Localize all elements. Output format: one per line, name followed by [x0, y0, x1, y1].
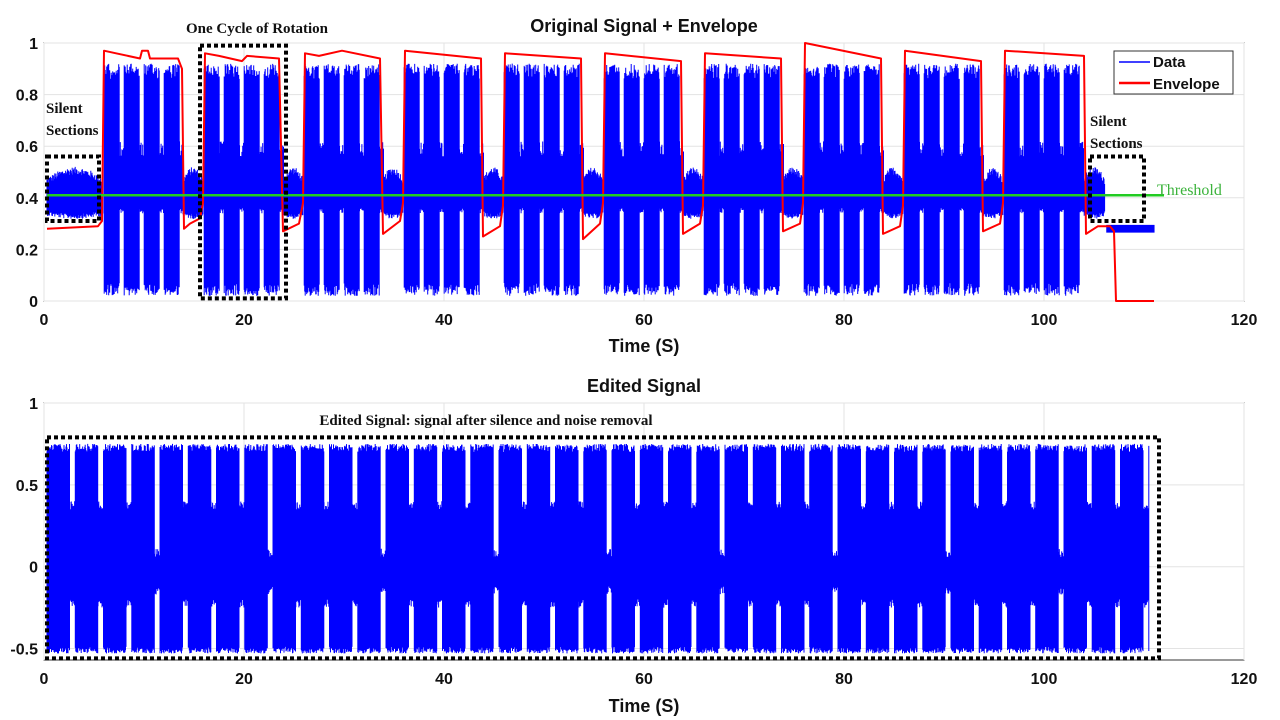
silent-sections-right-label-2: Sections	[1090, 136, 1143, 152]
edited-signal-cycle	[385, 444, 499, 654]
top-ticks: 0 20 40 60 80 100 120 0 0.2 0.4 0.6 0.8 1	[16, 36, 1258, 329]
edited-signal-cycle	[498, 444, 612, 654]
data-burst	[503, 63, 584, 296]
bottom-data-series	[46, 443, 1150, 654]
silent-sections-box	[1088, 154, 1146, 224]
top-x-tick-label: 80	[835, 312, 853, 329]
bottom-ticks: 0 20 40 60 80 100 120-0.500.51	[10, 396, 1257, 688]
bottom-y-tick-label: 1	[29, 396, 38, 413]
bottom-panel: Edited Signal 0 20 40 60 80 100 120-0.500.51 T…	[10, 376, 1257, 716]
top-y-tick-label: 0.4	[16, 191, 38, 208]
top-x-tick-label: 120	[1231, 312, 1258, 329]
edited-signal-cycle	[1063, 443, 1150, 654]
top-x-tick-label: 40	[435, 312, 453, 329]
silent-sections-box	[45, 154, 101, 224]
top-y-tick-label: 0.6	[16, 139, 38, 156]
edited-signal-box	[45, 435, 1161, 661]
edited-signal-cycle	[837, 444, 951, 654]
bottom-y-tick-label: 0.5	[16, 478, 38, 495]
top-chart-title: Original Signal + Envelope	[530, 16, 758, 36]
top-x-tick-label: 60	[635, 312, 653, 329]
one-cycle-box	[198, 43, 288, 301]
data-burst	[203, 63, 284, 296]
bottom-x-tick-label: 40	[435, 671, 453, 688]
top-y-tick-label: 0	[29, 294, 38, 311]
top-x-tick-label: 20	[235, 312, 253, 329]
data-burst	[603, 64, 684, 296]
silent-sections-left-label-1: Silent	[46, 101, 83, 117]
top-x-tick-label: 100	[1031, 312, 1058, 329]
data-burst	[103, 63, 184, 296]
data-burst	[803, 63, 884, 296]
one-cycle-label: One Cycle of Rotation	[186, 21, 329, 37]
top-envelope-series	[46, 42, 1154, 302]
bottom-x-tick-label: 0	[40, 671, 49, 688]
top-x-axis-label: Time (S)	[609, 336, 680, 356]
edited-signal-cycle	[272, 444, 386, 654]
edited-signal-cycle	[46, 443, 160, 654]
edited-signal-cycle	[159, 443, 273, 654]
data-burst	[703, 63, 784, 296]
data-burst	[903, 63, 984, 296]
bottom-x-tick-label: 80	[835, 671, 853, 688]
bottom-x-tick-label: 60	[635, 671, 653, 688]
bottom-x-tick-label: 20	[235, 671, 253, 688]
legend-box	[1113, 50, 1234, 95]
edited-signal-annotation: Edited Signal: signal after silence and …	[319, 413, 652, 429]
top-panel: Original Signal + Envelope 0 20 40 60 80 100 1…	[16, 16, 1258, 356]
threshold-label: Threshold	[1157, 182, 1222, 199]
edited-signal-cycle	[950, 443, 1064, 654]
top-x-tick-label: 0	[40, 312, 49, 329]
edited-signal-cycle	[611, 444, 725, 654]
bottom-chart-title: Edited Signal	[587, 376, 701, 396]
legend-data-label: Data	[1153, 54, 1186, 71]
data-burst	[1003, 63, 1084, 296]
legend-envelope-label: Envelope	[1153, 76, 1220, 93]
top-annotation-boxes	[45, 43, 1146, 301]
silent-sections-left-label-2: Sections	[46, 123, 99, 139]
edited-signal-cycle	[724, 443, 838, 654]
top-y-tick-label: 0.8	[16, 88, 38, 105]
bottom-x-tick-label: 120	[1231, 671, 1258, 688]
silent-sections-right-label-1: Silent	[1090, 114, 1127, 130]
bottom-x-axis-label: Time (S)	[609, 696, 680, 716]
top-y-tick-label: 0.2	[16, 242, 38, 259]
bottom-annotation-box	[45, 435, 1161, 661]
bottom-y-tick-label: 0	[29, 560, 38, 577]
data-burst	[403, 63, 484, 296]
bottom-y-tick-label: -0.5	[10, 642, 38, 659]
top-y-tick-label: 1	[29, 36, 38, 53]
legend: Data Envelope	[1113, 50, 1234, 95]
data-burst	[303, 63, 384, 296]
envelope-line	[46, 42, 1154, 302]
bottom-x-tick-label: 100	[1031, 671, 1058, 688]
